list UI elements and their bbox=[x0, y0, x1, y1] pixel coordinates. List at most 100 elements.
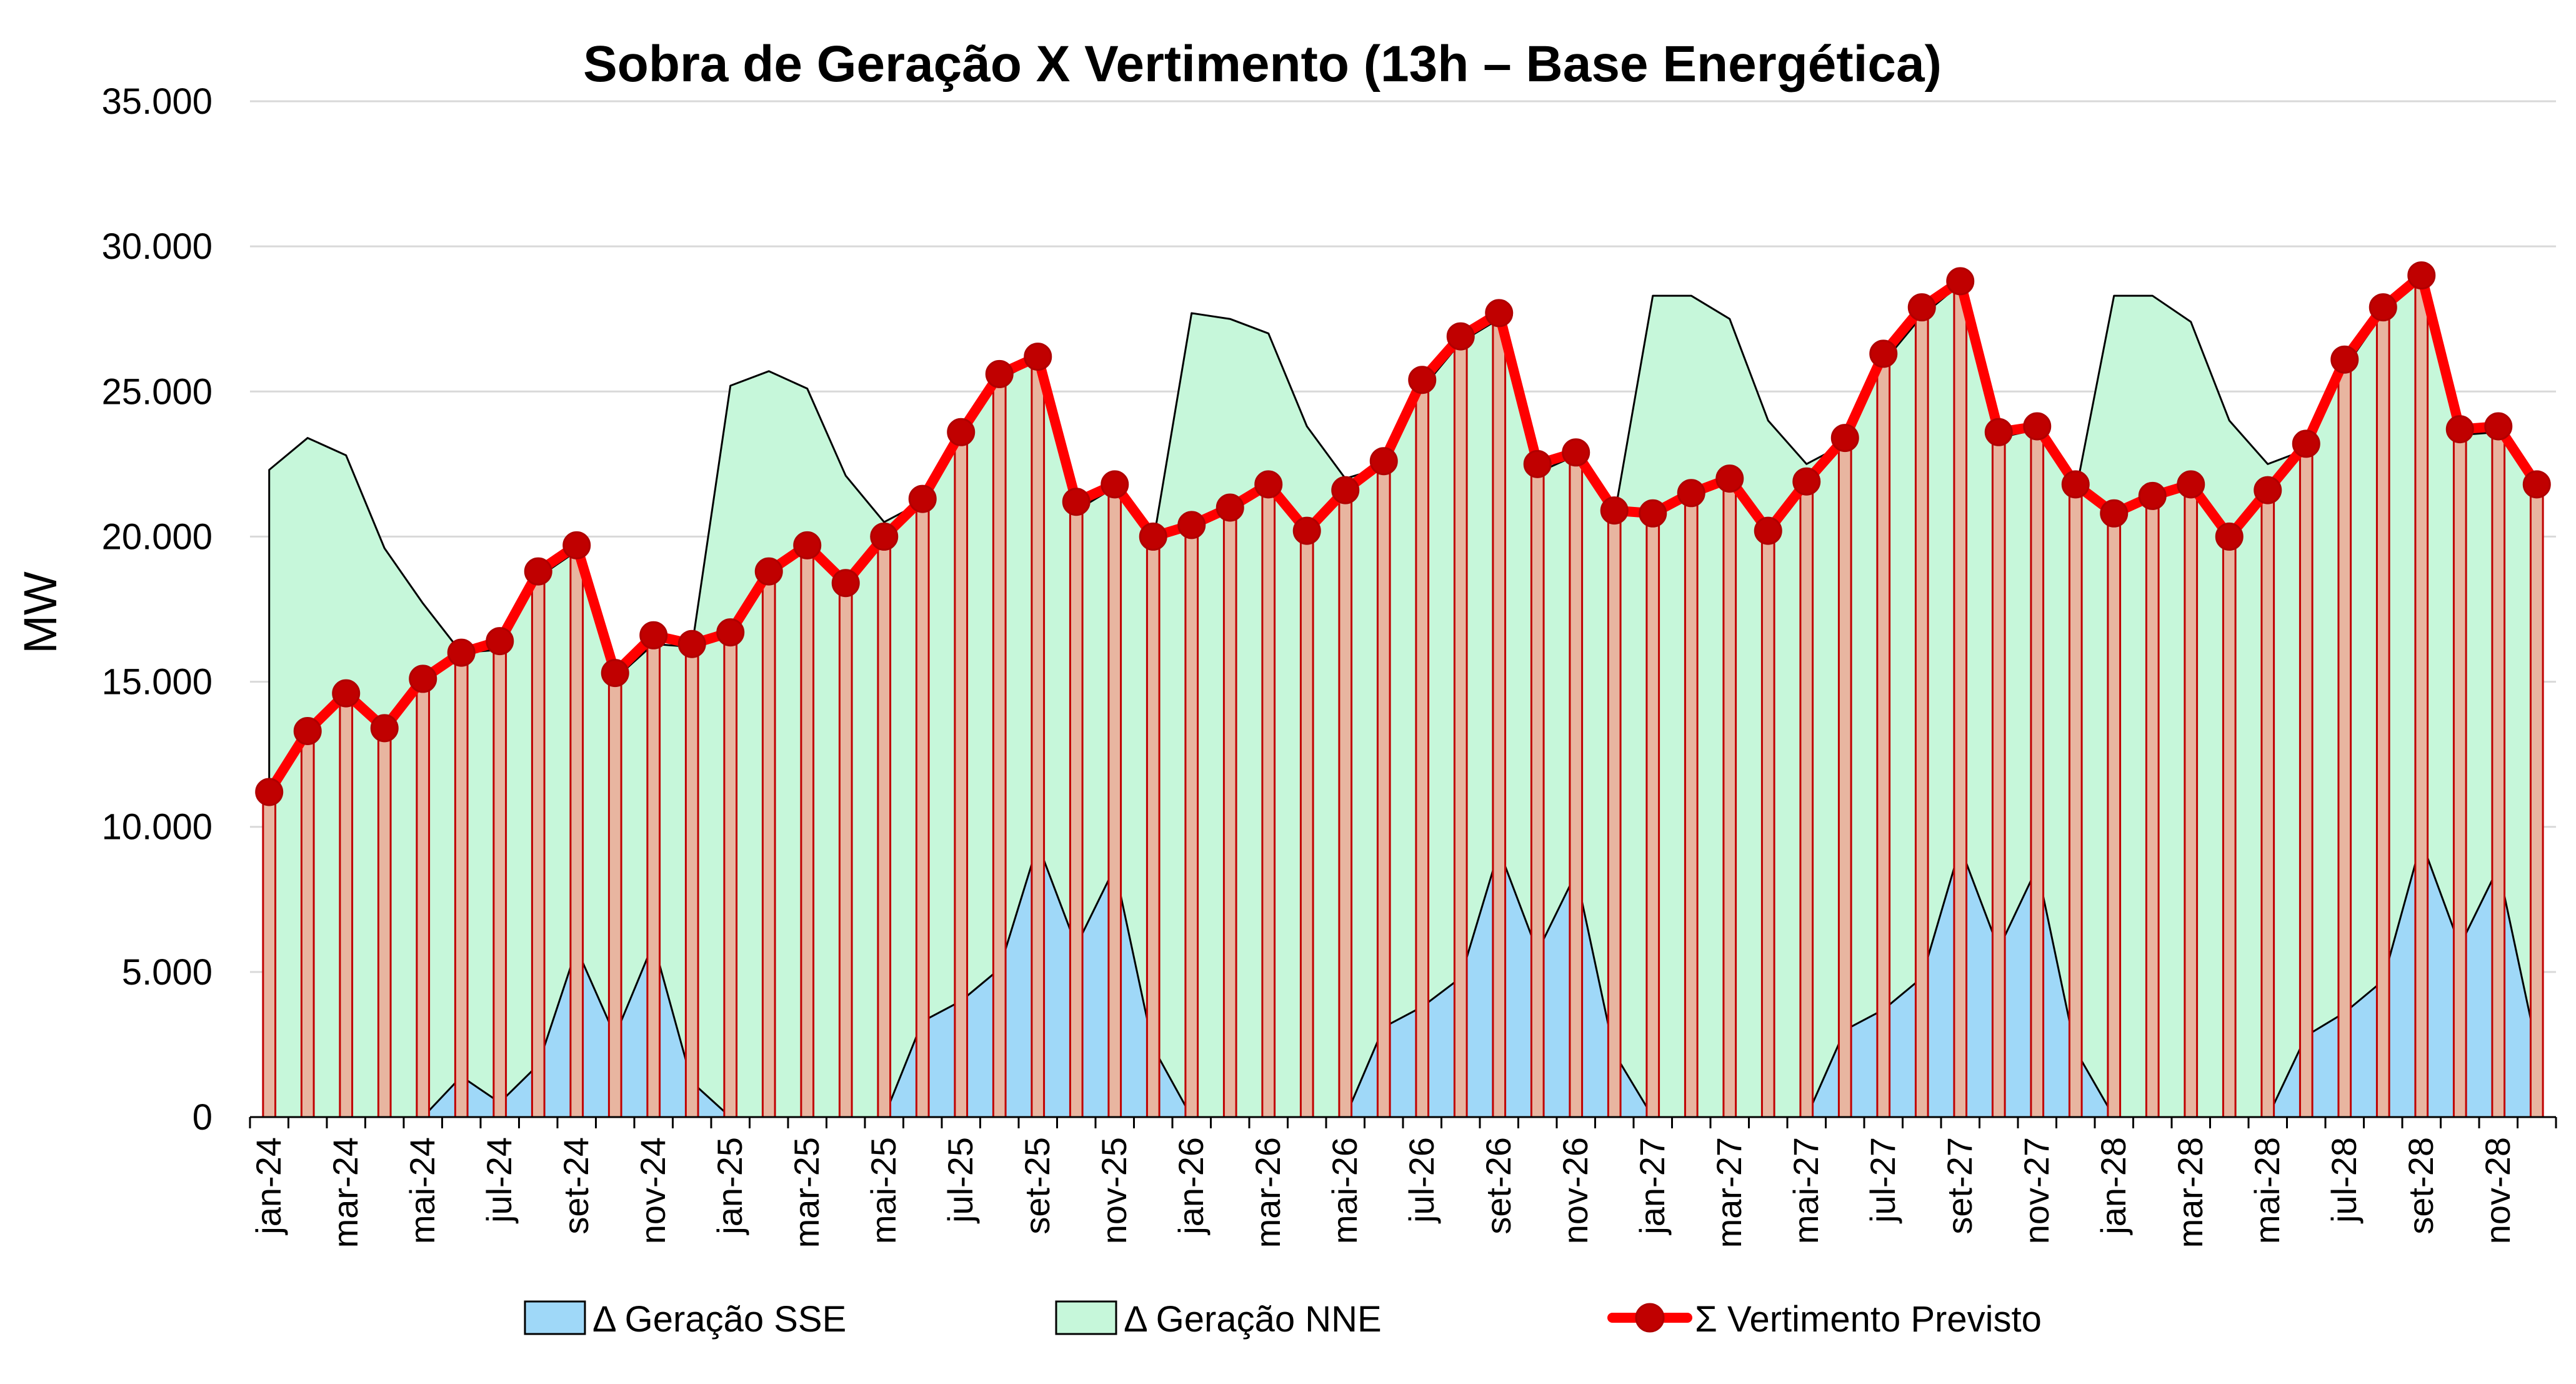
area-layer bbox=[268, 277, 2538, 1118]
vertimento-bar bbox=[2337, 358, 2352, 1118]
vertimento-bar bbox=[1991, 431, 2006, 1118]
x-tick-label: nov-25 bbox=[1094, 1137, 1134, 1244]
vertimento-bar bbox=[2491, 425, 2506, 1118]
vertimento-point bbox=[1523, 449, 1552, 478]
vertimento-point bbox=[601, 659, 629, 688]
vertimento-bar bbox=[607, 672, 622, 1118]
x-tick-label: jan-27 bbox=[1632, 1137, 1672, 1236]
x-tick-label: mar-24 bbox=[326, 1137, 365, 1248]
vertimento-bar bbox=[1069, 501, 1084, 1118]
vertimento-point bbox=[1485, 299, 1514, 328]
x-tick-label: jan-26 bbox=[1171, 1137, 1211, 1236]
vertimento-bar bbox=[1299, 529, 1314, 1118]
vertimento-point bbox=[2254, 476, 2282, 504]
vertimento-bar bbox=[1530, 463, 1545, 1118]
x-tick-label: set-28 bbox=[2401, 1137, 2440, 1235]
vertimento-point bbox=[1446, 322, 1475, 351]
vertimento-point bbox=[2484, 412, 2513, 441]
vertimento-point bbox=[1562, 438, 1590, 467]
vertimento-point bbox=[2215, 522, 2244, 551]
vertimento-bar bbox=[2452, 428, 2467, 1118]
vertimento-bar bbox=[1876, 353, 1891, 1118]
vertimento-point bbox=[716, 618, 745, 647]
vertimento-point bbox=[332, 679, 361, 708]
vertimento-point bbox=[1907, 293, 1936, 322]
vertimento-point bbox=[255, 778, 284, 806]
vertimento-bar bbox=[761, 570, 776, 1118]
x-tick-label: mai-27 bbox=[1786, 1137, 1825, 1244]
vertimento-bar bbox=[838, 582, 853, 1118]
vertimento-point bbox=[2177, 470, 2205, 499]
x-tick-label: jul-25 bbox=[941, 1137, 980, 1224]
vertimento-point bbox=[677, 629, 706, 658]
x-tick-label: nov-24 bbox=[633, 1137, 672, 1244]
y-tick-label: 0 bbox=[192, 1097, 212, 1138]
x-tick-label: set-24 bbox=[556, 1137, 596, 1235]
vertimento-bar bbox=[454, 651, 469, 1118]
vertimento-bar bbox=[492, 640, 507, 1118]
vertimento-bar bbox=[2529, 483, 2544, 1118]
vertimento-point bbox=[486, 627, 514, 656]
vertimento-bar bbox=[1607, 509, 1622, 1118]
vertimento-bar bbox=[1184, 524, 1199, 1118]
vertimento-bar bbox=[2145, 494, 2160, 1118]
vertimento-bar bbox=[992, 373, 1007, 1118]
vertimento-point bbox=[370, 714, 399, 743]
chart-title: Sobra de Geração X Vertimento (13h – Bas… bbox=[583, 36, 1942, 93]
vertimento-point bbox=[562, 531, 591, 559]
vertimento-point bbox=[1177, 511, 1206, 539]
vertimento-point bbox=[908, 484, 937, 513]
vertimento-point bbox=[793, 531, 822, 559]
vertimento-bar bbox=[1760, 529, 1775, 1118]
vertimento-bar bbox=[915, 498, 930, 1118]
vertimento-bar bbox=[569, 544, 584, 1118]
line-layer bbox=[255, 261, 2551, 806]
vertimento-bar bbox=[1376, 460, 1391, 1118]
vertimento-bar bbox=[1261, 483, 1276, 1118]
x-tick-label: set-26 bbox=[1479, 1137, 1518, 1235]
x-tick-label: jul-24 bbox=[479, 1137, 519, 1224]
x-tick-label: mai-28 bbox=[2247, 1137, 2287, 1244]
vertimento-bar bbox=[1453, 335, 1468, 1118]
vertimento-bar bbox=[2222, 535, 2237, 1118]
x-tick-label: mar-28 bbox=[2170, 1137, 2210, 1248]
vertimento-bar bbox=[2030, 425, 2045, 1118]
vertimento-point bbox=[1639, 499, 1667, 528]
vertimento-point bbox=[2369, 293, 2397, 322]
bar-layer bbox=[262, 274, 2544, 1118]
vertimento-point bbox=[1600, 496, 1629, 525]
x-tick-label: mar-25 bbox=[787, 1137, 826, 1248]
x-tick-label: jan-28 bbox=[2094, 1137, 2133, 1236]
vertimento-point bbox=[985, 359, 1014, 388]
vertimento-bar bbox=[1107, 483, 1122, 1118]
vertimento-bar bbox=[416, 678, 431, 1118]
vertimento-point bbox=[1677, 479, 1705, 508]
legend-swatch-nne bbox=[1055, 1300, 1117, 1335]
vertimento-bar bbox=[1338, 489, 1353, 1118]
vertimento-point bbox=[2100, 499, 2129, 528]
vertimento-point bbox=[2330, 345, 2359, 374]
vertimento-point bbox=[1830, 424, 1859, 453]
vertimento-point bbox=[1946, 267, 1975, 296]
x-tick-label: nov-26 bbox=[1555, 1137, 1595, 1244]
x-tick-label: jul-28 bbox=[2324, 1137, 2364, 1224]
vertimento-point bbox=[409, 664, 437, 693]
y-tick-label: 30.000 bbox=[102, 226, 212, 267]
vertimento-point bbox=[2407, 261, 2436, 290]
x-tick-label: jul-26 bbox=[1402, 1137, 1441, 1224]
legend-swatch-vertimento-marker bbox=[1635, 1303, 1665, 1333]
vertimento-bar bbox=[800, 544, 815, 1118]
x-tick-label: mai-25 bbox=[864, 1137, 903, 1244]
vertimento-point bbox=[1408, 366, 1437, 394]
vertimento-bar bbox=[954, 431, 969, 1118]
vertimento-bar bbox=[2375, 306, 2390, 1118]
vertimento-bar bbox=[300, 730, 315, 1118]
vertimento-point bbox=[1792, 467, 1821, 496]
x-tick-label: set-25 bbox=[1017, 1137, 1057, 1235]
vertimento-point bbox=[2445, 415, 2474, 444]
vertimento-point bbox=[293, 717, 322, 745]
vertimento-point bbox=[870, 522, 899, 551]
x-tick-label: nov-27 bbox=[2017, 1137, 2056, 1244]
x-tick-label: mai-24 bbox=[402, 1137, 442, 1244]
